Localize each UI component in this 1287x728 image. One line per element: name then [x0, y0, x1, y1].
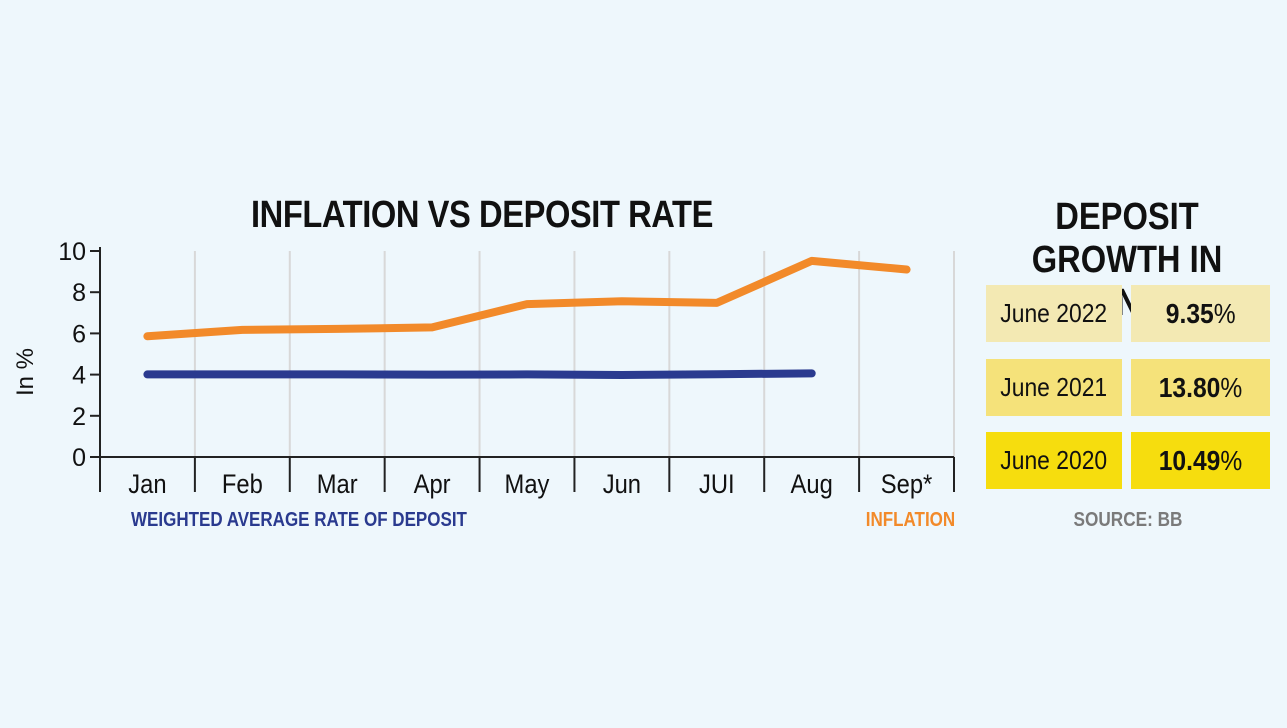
y-tick-label: 4 [72, 362, 86, 390]
x-tick-label: Sep* [881, 470, 933, 500]
axes [90, 247, 955, 492]
x-tick-label: JUI [699, 470, 735, 500]
row-unit: % [1220, 444, 1243, 476]
row-label-cell: June 2021 [986, 359, 1122, 416]
table-row: June 2022 9.35% [986, 285, 1270, 342]
x-tick-label: May [505, 470, 550, 500]
table-row: June 2021 13.80% [986, 359, 1270, 416]
x-tick-labels: Jan Feb Mar Apr May Jun JUI Aug Sep* [128, 470, 932, 500]
grid-lines [193, 251, 955, 457]
row-value: 9.35 [1165, 297, 1214, 329]
x-tick-label: Apr [414, 470, 451, 500]
row-label: June 2020 [1000, 445, 1108, 475]
x-tick-label: Jan [128, 470, 166, 500]
row-value-cell: 10.49% [1131, 432, 1270, 489]
source-note: SOURCE: BB [1073, 509, 1183, 531]
deposit-rate-line [143, 369, 816, 379]
series-lines [143, 256, 911, 379]
x-tick-label: Aug [791, 470, 833, 500]
x-tick-label: Jun [603, 470, 641, 500]
row-value-cell: 9.35% [1131, 285, 1270, 342]
y-tick-labels: 0 2 4 6 8 10 [58, 238, 86, 472]
legend-deposit-rate: WEIGHTED AVERAGE RATE OF DEPOSIT [131, 509, 467, 531]
row-label: June 2021 [1000, 372, 1108, 402]
y-tick-label: 0 [72, 444, 86, 472]
row-unit: % [1220, 371, 1243, 403]
row-label-cell: June 2020 [986, 432, 1122, 489]
row-value: 10.49 [1158, 444, 1221, 476]
row-value: 13.80 [1158, 371, 1221, 403]
y-axis-label: In % [12, 347, 39, 397]
row-label: June 2022 [1000, 298, 1108, 328]
row-unit: % [1213, 297, 1236, 329]
chart-title: INFLATION VS DEPOSIT RATE [251, 194, 713, 236]
legend-inflation: INFLATION [865, 509, 955, 531]
table-row: June 2020 10.49% [986, 432, 1270, 489]
x-tick-label: Mar [317, 470, 358, 500]
y-tick-label: 8 [72, 279, 86, 307]
y-tick-label: 2 [72, 403, 86, 431]
y-tick-label: 6 [72, 320, 86, 348]
row-value-cell: 13.80% [1131, 359, 1270, 416]
inflation-line [143, 256, 911, 341]
row-label-cell: June 2022 [986, 285, 1122, 342]
x-tick-label: Feb [222, 470, 263, 500]
y-tick-label: 10 [58, 238, 86, 266]
